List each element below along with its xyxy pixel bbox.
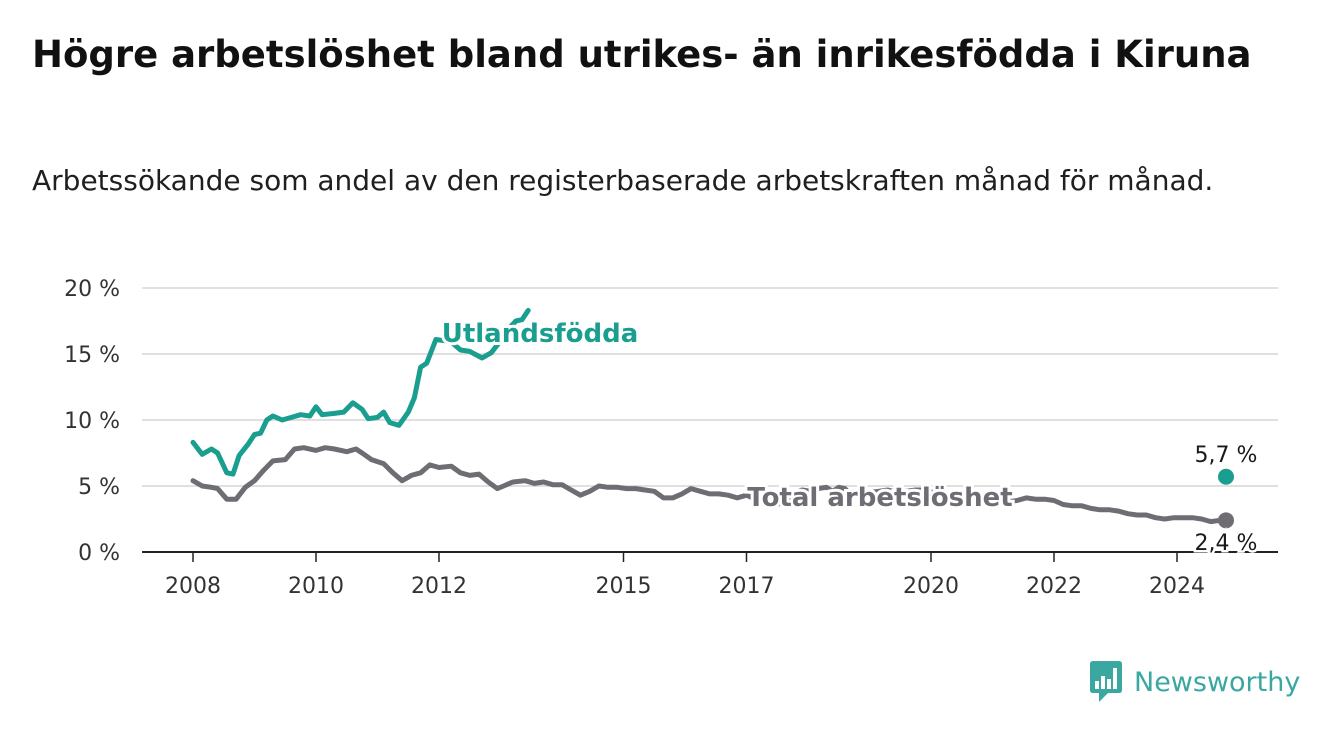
series-lines bbox=[190, 307, 1232, 525]
series-end-point bbox=[1218, 512, 1234, 529]
y-axis-tick-labels: 0 % 5 % 10 % 15 % 20 % bbox=[64, 277, 120, 566]
brand-name: Newsworthy bbox=[1134, 666, 1301, 698]
series-end-label: 2,4 % bbox=[1195, 531, 1258, 556]
x-tick-label: 2012 bbox=[411, 574, 467, 599]
x-tick-label: 2017 bbox=[719, 574, 775, 599]
x-tick-label: 2020 bbox=[903, 574, 959, 599]
x-tick-label: 2008 bbox=[165, 574, 221, 599]
chart-title: Högre arbetslöshet bland utrikes- än inr… bbox=[32, 33, 1252, 76]
chart-subtitle: Arbetssökande som andel av den registerb… bbox=[32, 164, 1214, 197]
series-line bbox=[190, 445, 1232, 525]
line-chart: 0 %5 %10 %15 %20 % 2008 2010 2012 2015 2017 2… bbox=[64, 277, 1278, 599]
y-tick-label: 20 % bbox=[64, 277, 120, 302]
x-tick-label: 2024 bbox=[1149, 574, 1205, 599]
series-labels: Utlandsfödda Total arbetslöshet 5,7 % 2,4 % bbox=[439, 316, 1260, 559]
series-end-point bbox=[1218, 468, 1234, 485]
y-tick-label: 10 % bbox=[64, 409, 120, 434]
x-tick-label: 2010 bbox=[288, 574, 344, 599]
x-tick-label: 2022 bbox=[1026, 574, 1082, 599]
gridlines bbox=[142, 287, 1278, 553]
series-end-label: 5,7 % bbox=[1195, 443, 1258, 468]
series-name-label: Utlandsfödda bbox=[442, 319, 639, 349]
y-tick-label: 15 % bbox=[64, 343, 120, 368]
y-tick-label: 0 % bbox=[78, 541, 120, 566]
series-line bbox=[190, 307, 531, 477]
x-tick-label: 2015 bbox=[596, 574, 652, 599]
y-tick-label: 5 % bbox=[78, 475, 120, 500]
newsworthy-logo-icon bbox=[1090, 661, 1122, 702]
series-name-label: Total arbetslöshet bbox=[747, 483, 1012, 513]
newsworthy-brand[interactable]: Newsworthy bbox=[1088, 660, 1300, 704]
x-axis-tick-labels: 2008 2010 2012 2015 2017 2020 2022 2024 bbox=[165, 552, 1205, 599]
